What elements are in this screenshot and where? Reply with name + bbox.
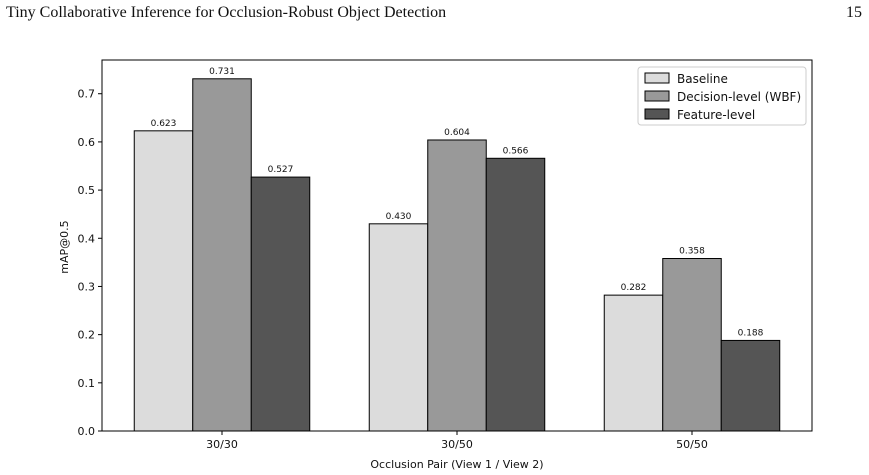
bar	[133, 130, 194, 432]
bar	[250, 176, 311, 432]
bar-value-label: 0.731	[209, 67, 235, 77]
legend-box	[637, 66, 807, 126]
legend-swatch	[644, 108, 670, 120]
bar-value-label: 0.527	[268, 165, 294, 175]
legend: Baseline Decision-level (WBF) Feature-leve…	[637, 66, 807, 126]
bar-value-label: 0.282	[621, 283, 647, 293]
legend-label: Baseline	[677, 72, 728, 86]
bar-value-label: 0.188	[738, 328, 764, 338]
bar-value-labels: 0.623 0.430 0.282 0.731 0.604 0.358 0.527 0.566…	[151, 67, 764, 339]
y-tick-label: 0.3	[78, 280, 96, 293]
bar	[720, 339, 781, 432]
bar	[192, 78, 252, 432]
bar-value-label: 0.430	[386, 212, 412, 222]
legend-label: Feature-level	[677, 108, 755, 122]
bar-value-label: 0.566	[503, 146, 529, 156]
x-tick-label: 50/50	[676, 438, 708, 451]
bar	[485, 157, 546, 432]
axes: 0.0 0.1 0.2 0.3 0.4 0.5 0.6 0.7 30/30 30/50 50/50	[78, 59, 813, 451]
running-title: Tiny Collaborative Inference for Occlusi…	[6, 4, 447, 21]
bar	[662, 258, 722, 432]
y-tick-label: 0.2	[78, 329, 96, 342]
bar-value-label: 0.358	[679, 247, 705, 257]
legend-label: Decision-level (WBF)	[677, 90, 801, 104]
bar-value-label: 0.604	[444, 128, 470, 138]
page-number: 15	[846, 4, 862, 21]
y-tick-label: 0.4	[78, 232, 96, 245]
y-tick-label: 0.6	[78, 136, 96, 149]
bar	[368, 223, 429, 432]
x-tick-label: 30/50	[441, 438, 473, 451]
y-tick-label: 0.7	[78, 88, 96, 101]
bars-layer	[133, 78, 781, 432]
y-tick-label: 0.5	[78, 184, 96, 197]
bar-value-label: 0.623	[151, 119, 177, 129]
x-axis-title: Occlusion Pair (View 1 / View 2)	[370, 458, 543, 471]
legend-swatch	[644, 90, 670, 102]
bar	[603, 294, 664, 432]
legend-swatch	[644, 72, 670, 84]
y-axis-title: mAP@0.5	[58, 220, 71, 273]
x-tick-label: 30/30	[206, 438, 238, 451]
y-tick-label: 0.1	[78, 377, 96, 390]
y-tick-label: 0.0	[78, 425, 96, 438]
bar	[427, 139, 487, 432]
